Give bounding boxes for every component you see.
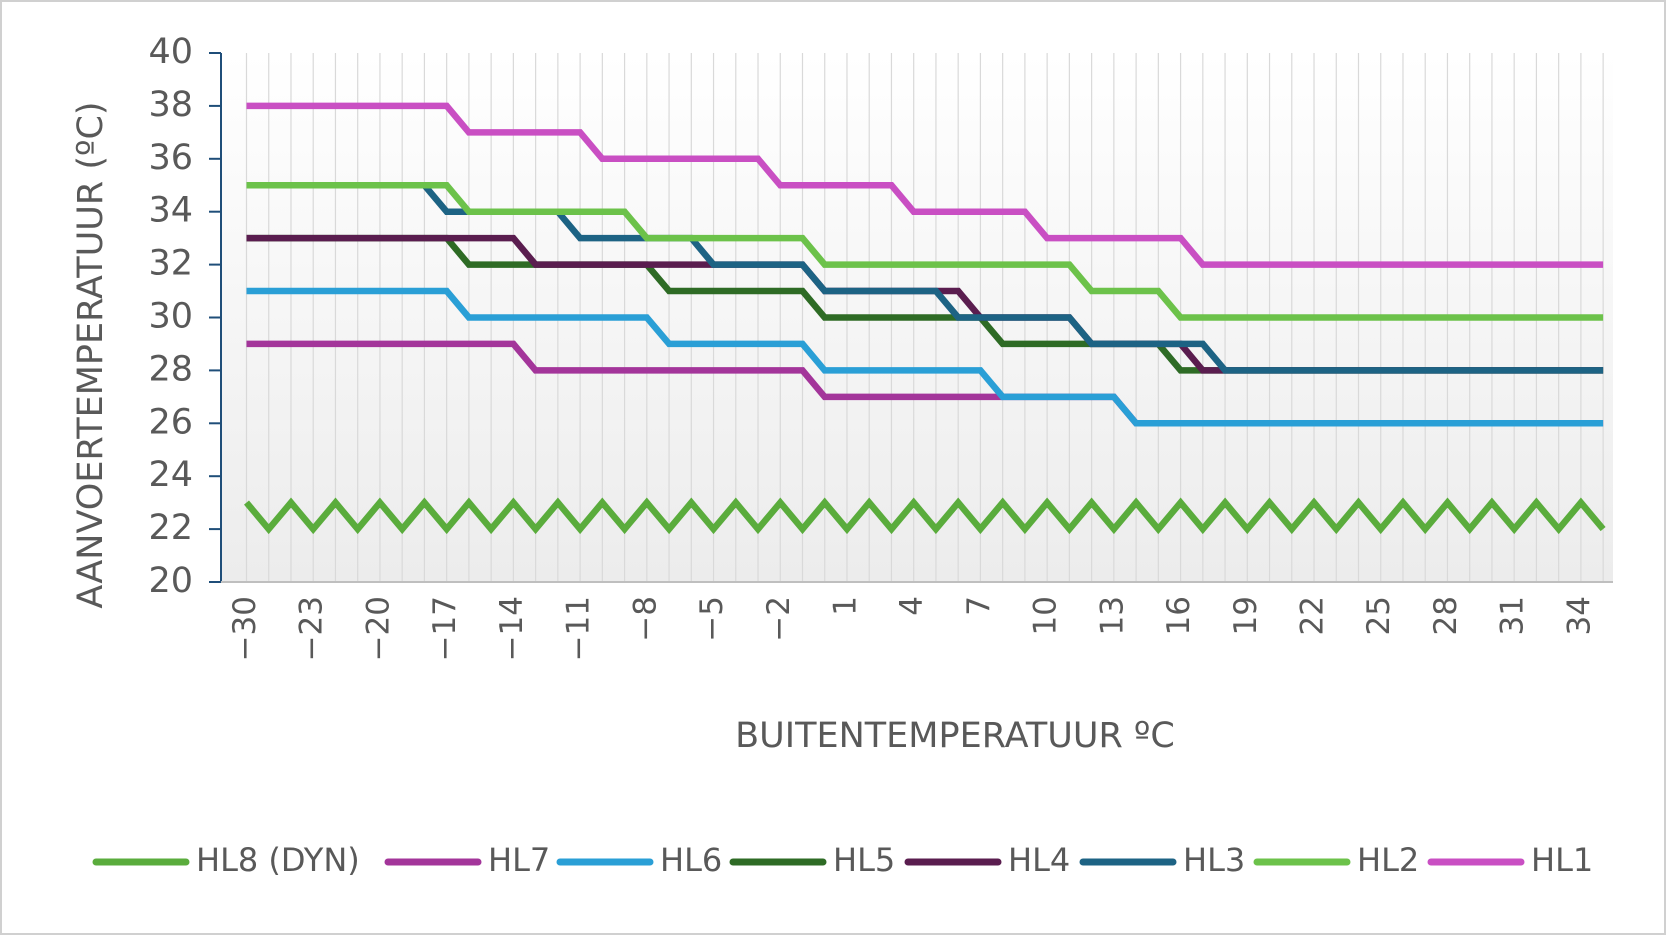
x-tick-label: 22 bbox=[1295, 596, 1331, 635]
series-line bbox=[246, 102, 1604, 268]
x-tick-label: −30 bbox=[227, 596, 263, 661]
x-tick-label: 19 bbox=[1228, 596, 1264, 635]
legend-label: HL8 (DYN) bbox=[196, 841, 360, 879]
x-tick-label: −11 bbox=[561, 596, 597, 661]
x-tick-label: 7 bbox=[961, 596, 997, 616]
y-tick-label: 30 bbox=[148, 297, 193, 337]
y-tick-label: 22 bbox=[148, 508, 193, 548]
legend-label: HL5 bbox=[833, 841, 895, 879]
x-tick-label: 10 bbox=[1028, 596, 1064, 635]
legend-label: HL1 bbox=[1531, 841, 1593, 879]
y-tick-label: 34 bbox=[148, 191, 193, 231]
y-tick-label: 28 bbox=[148, 349, 193, 389]
x-tick-label: −23 bbox=[294, 596, 330, 661]
legend-label: HL7 bbox=[488, 841, 550, 879]
y-tick-label: 40 bbox=[148, 32, 193, 72]
legend-label: HL2 bbox=[1357, 841, 1419, 879]
x-tick-label: 34 bbox=[1561, 596, 1597, 635]
series-line bbox=[246, 182, 1604, 321]
x-tick-label: −8 bbox=[627, 596, 663, 642]
x-tick-label: 13 bbox=[1094, 596, 1130, 635]
legend-label: HL3 bbox=[1183, 841, 1245, 879]
x-tick-label: −5 bbox=[694, 596, 730, 642]
x-tick-label: 28 bbox=[1428, 596, 1464, 635]
x-tick-label: −17 bbox=[427, 596, 463, 661]
x-tick-label: 1 bbox=[827, 596, 863, 616]
y-tick-label: 32 bbox=[148, 244, 193, 284]
series-line bbox=[246, 287, 1604, 427]
y-tick-label: 36 bbox=[148, 138, 193, 178]
x-tick-label: −14 bbox=[494, 596, 530, 661]
legend-label: HL6 bbox=[660, 841, 722, 879]
x-tick-label: 4 bbox=[894, 596, 930, 616]
y-tick-label: 38 bbox=[148, 85, 193, 125]
legend-label: HL4 bbox=[1008, 841, 1070, 879]
y-tick-label: 24 bbox=[148, 455, 193, 495]
y-tick-label: 26 bbox=[148, 402, 193, 442]
x-axis-title: BUITENTEMPERATUUR ºC bbox=[735, 716, 1175, 756]
series-line bbox=[244, 497, 1606, 535]
x-tick-label: 25 bbox=[1361, 596, 1397, 635]
x-tick-label: 16 bbox=[1161, 596, 1197, 635]
y-tick-label: 20 bbox=[148, 561, 193, 601]
y-axis-title: AANVOERTEMPERATUUR (ºC) bbox=[71, 101, 111, 608]
x-tick-label: −2 bbox=[761, 596, 797, 642]
x-tick-label: −20 bbox=[360, 596, 396, 661]
x-tick-label: 31 bbox=[1495, 596, 1531, 635]
